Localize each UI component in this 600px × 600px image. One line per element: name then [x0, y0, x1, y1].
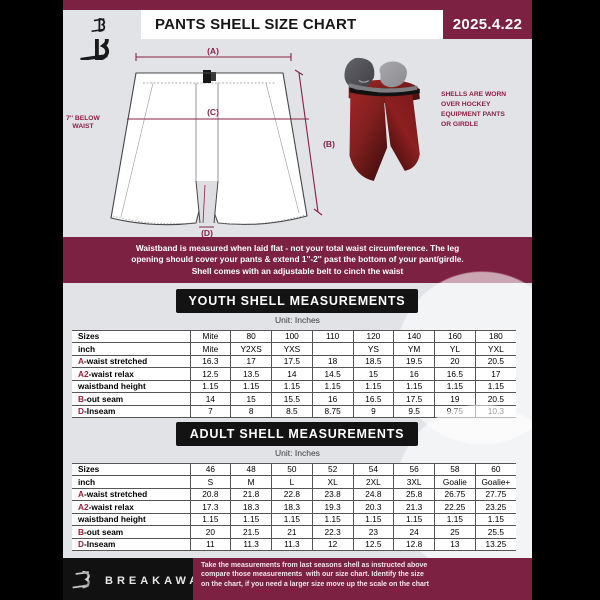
svg-text:EQUIPMENT PANTS: EQUIPMENT PANTS [441, 111, 505, 118]
svg-text:OR GIRDLE: OR GIRDLE [441, 121, 479, 128]
svg-text:OVER HOCKEY: OVER HOCKEY [441, 101, 491, 108]
svg-text:SHELLS ARE WORN: SHELLS ARE WORN [441, 91, 506, 98]
